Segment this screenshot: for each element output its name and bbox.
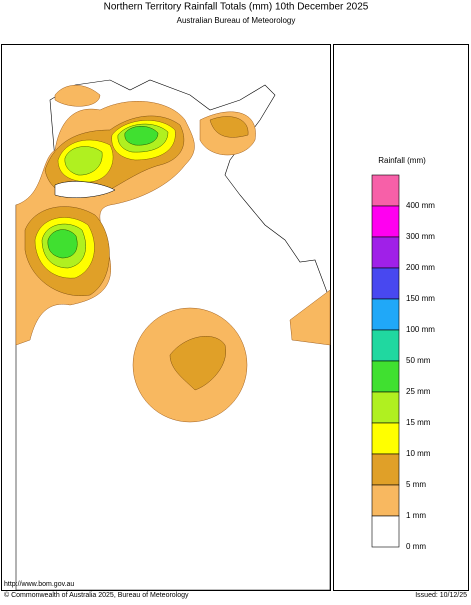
legend-label: 15 mm: [406, 418, 431, 427]
legend-title: Rainfall (mm): [378, 156, 426, 165]
subtitle: Australian Bureau of Meteorology: [177, 16, 296, 25]
footer-copyright: © Commonwealth of Australia 2025, Bureau…: [4, 591, 189, 599]
legend-label: 300 mm: [406, 232, 435, 241]
map: [15, 79, 331, 591]
legend-label: 0 mm: [406, 542, 426, 551]
legend-label: 10 mm: [406, 449, 431, 458]
legend-label: 1 mm: [406, 511, 426, 520]
legend-label: 5 mm: [406, 480, 426, 489]
legend-label: 25 mm: [406, 387, 431, 396]
legend-label: 150 mm: [406, 294, 435, 303]
legend-swatch: [371, 360, 400, 393]
legend-swatch: [371, 515, 400, 548]
legend-swatch: [371, 391, 400, 424]
legend-label: 100 mm: [406, 325, 435, 334]
legend: 400 mm 300 mm 200 mm 150 mm 100 mm 50 mm 25 mm…: [371, 174, 435, 551]
legend-swatch: [371, 453, 400, 486]
legend-panel: [333, 44, 469, 591]
legend-swatch: [371, 422, 400, 455]
legend-swatch: [371, 174, 400, 207]
legend-swatch: [371, 267, 400, 300]
legend-label: 50 mm: [406, 356, 431, 365]
legend-swatch: [371, 205, 400, 238]
footer-url[interactable]: http://www.bom.gov.au: [4, 581, 74, 588]
legend-swatch: [371, 484, 400, 517]
legend-swatch: [371, 298, 400, 331]
legend-label: 200 mm: [406, 263, 435, 272]
legend-swatch: [371, 236, 400, 269]
legend-label: 400 mm: [406, 201, 435, 210]
title: Northern Territory Rainfall Totals (mm) …: [104, 2, 369, 13]
legend-swatch: [371, 329, 400, 362]
footer-issued: Issued: 10/12/25: [415, 592, 467, 599]
